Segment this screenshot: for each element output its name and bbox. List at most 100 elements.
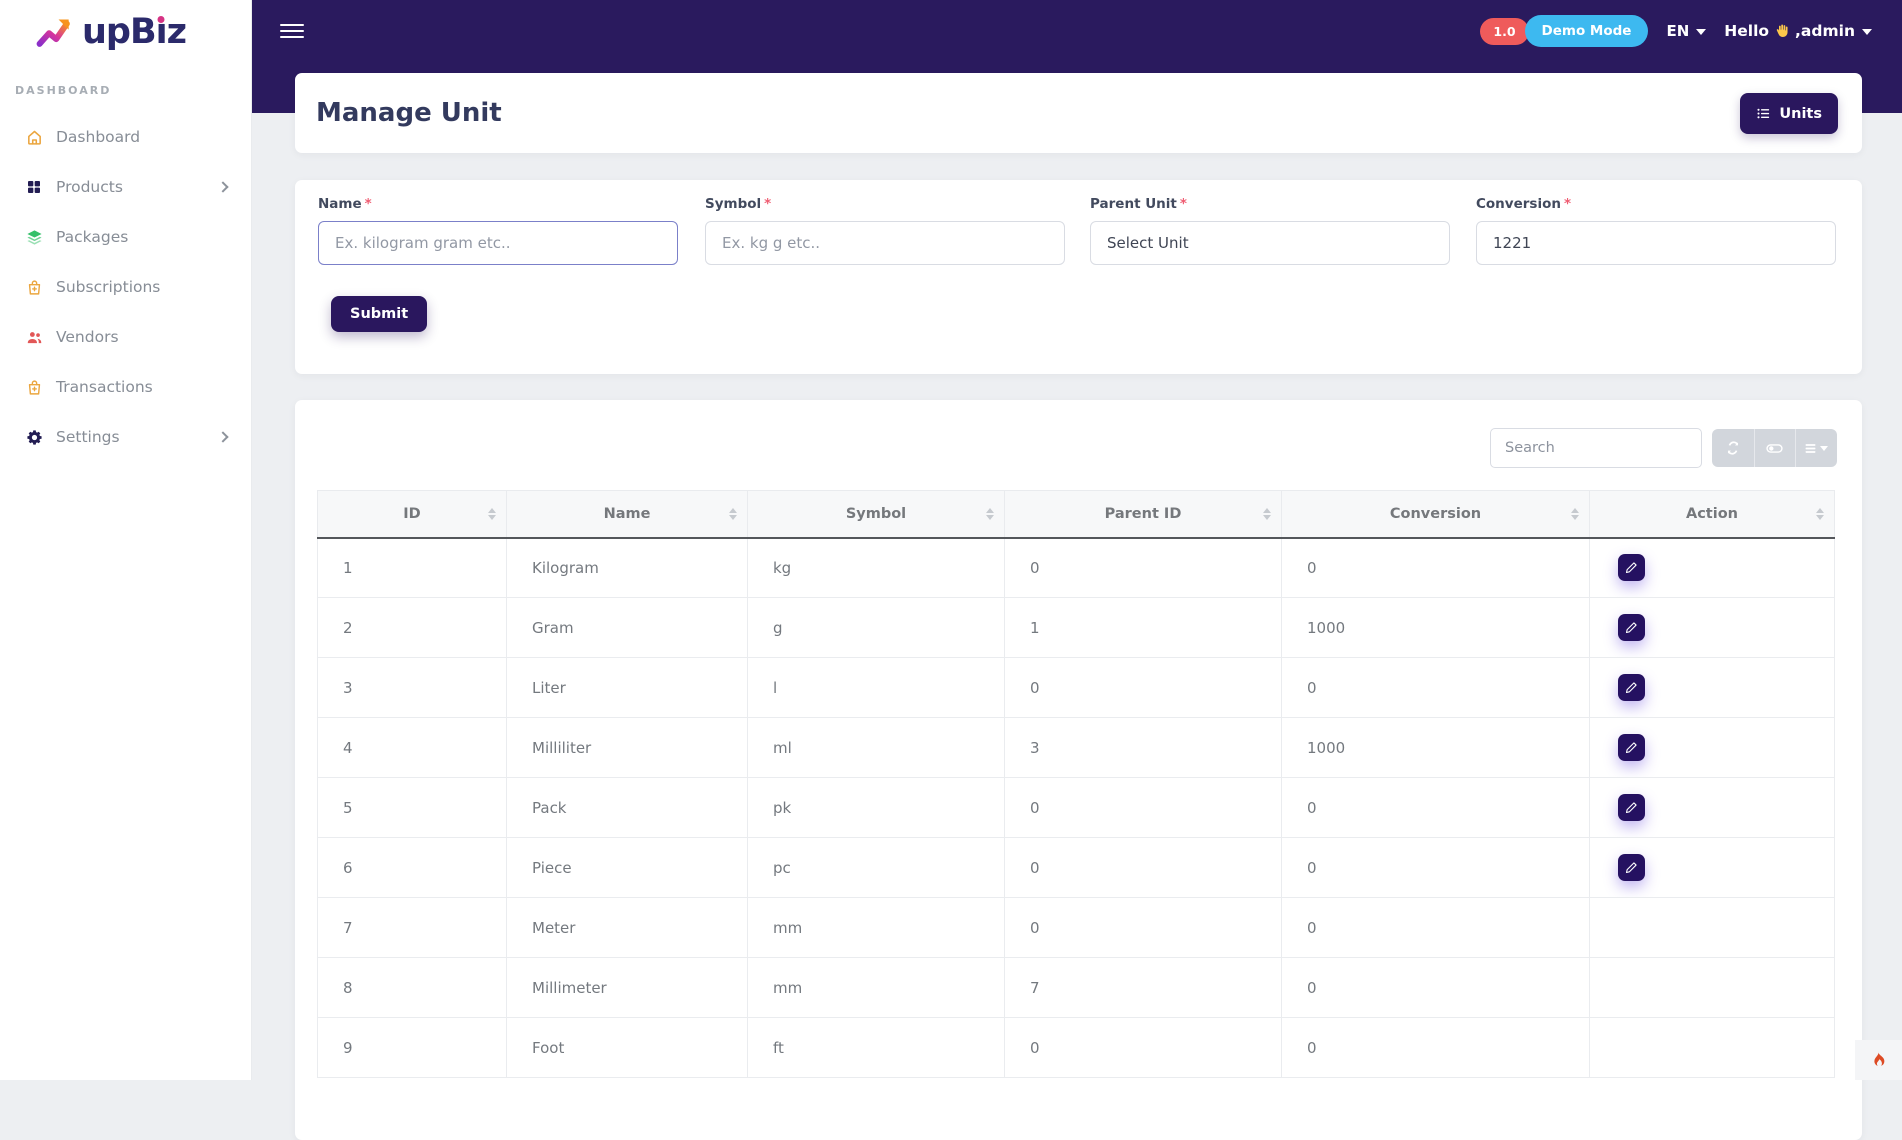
cell-symbol: ml [747, 717, 1005, 778]
cell-id: 3 [317, 657, 507, 718]
submit-button[interactable]: Submit [331, 296, 428, 332]
conversion-input[interactable] [1476, 221, 1836, 265]
language-label: EN [1666, 22, 1690, 40]
username-text: ,admin [1795, 22, 1855, 40]
sidebar-item-vendors[interactable]: Vendors [0, 312, 251, 362]
edit-button[interactable] [1618, 854, 1645, 881]
cell-parent_id: 0 [1004, 777, 1282, 838]
cell-parent_id: 0 [1004, 897, 1282, 958]
flame-icon[interactable] [1868, 1050, 1889, 1071]
brand-name: upB ı z [82, 12, 187, 52]
edit-button[interactable] [1618, 734, 1645, 761]
cell-id: 4 [317, 717, 507, 778]
sidebar-item-settings[interactable]: Settings [0, 412, 251, 462]
sidebar: upB ı z DASHBOARD Dashboard Products Package… [0, 0, 252, 1080]
cell-id: 6 [317, 837, 507, 898]
cell-id: 8 [317, 957, 507, 1018]
symbol-input[interactable] [705, 221, 1065, 265]
cell-name: Gram [506, 597, 748, 658]
sidebar-item-label: Packages [56, 228, 129, 246]
cell-conversion: 0 [1281, 897, 1590, 958]
edit-button[interactable] [1618, 674, 1645, 701]
refresh-button[interactable] [1712, 429, 1754, 467]
edit-button[interactable] [1618, 554, 1645, 582]
cell-name: Liter [506, 657, 748, 718]
bag-plus-icon [24, 279, 44, 296]
columns-button[interactable] [1795, 429, 1837, 467]
conversion-label: Conversion * [1476, 196, 1572, 212]
cell-action [1589, 537, 1835, 598]
column-header-parent-id[interactable]: Parent ID [1004, 490, 1282, 539]
cell-parent_id: 3 [1004, 717, 1282, 778]
table-row: 2 Gram g 1 1000 [317, 597, 1835, 658]
column-header-id[interactable]: ID [317, 490, 507, 539]
sidebar-item-transactions[interactable]: Transactions [0, 362, 251, 412]
cell-parent_id: 0 [1004, 1017, 1282, 1078]
parent-unit-label: Parent Unit * [1090, 196, 1187, 212]
language-dropdown[interactable]: EN [1666, 22, 1707, 40]
layers-icon [24, 229, 44, 246]
sidebar-section-label: DASHBOARD [15, 84, 112, 97]
demo-mode-badge[interactable]: Demo Mode [1524, 15, 1649, 47]
cell-action [1589, 597, 1835, 658]
hamburger-menu-icon[interactable] [280, 20, 304, 41]
toggle-view-button[interactable] [1753, 429, 1795, 467]
sidebar-item-subscriptions[interactable]: Subscriptions [0, 262, 251, 312]
chevron-down-icon [1820, 445, 1829, 451]
cell-symbol: mm [747, 957, 1005, 1018]
pencil-icon [1625, 561, 1638, 574]
cell-parent_id: 0 [1004, 657, 1282, 718]
table-row: 1 Kilogram kg 0 0 [317, 537, 1835, 598]
sort-arrows-icon [1571, 507, 1579, 520]
edit-button[interactable] [1618, 794, 1645, 821]
pencil-icon [1625, 621, 1638, 634]
cell-action [1589, 717, 1835, 778]
refresh-icon [1726, 441, 1740, 455]
pencil-icon [1625, 741, 1638, 754]
cell-parent_id: 7 [1004, 957, 1282, 1018]
cell-action [1589, 777, 1835, 838]
cell-conversion: 0 [1281, 957, 1590, 1018]
home-icon [24, 129, 44, 146]
cell-name: Foot [506, 1017, 748, 1078]
cell-id: 5 [317, 777, 507, 838]
cell-name: Meter [506, 897, 748, 958]
cell-id: 7 [317, 897, 507, 958]
cell-symbol: ft [747, 1017, 1005, 1078]
search-input[interactable] [1490, 428, 1702, 468]
cell-name: Pack [506, 777, 748, 838]
sort-arrows-icon [488, 507, 496, 520]
column-header-conversion[interactable]: Conversion [1281, 490, 1590, 539]
column-header-symbol[interactable]: Symbol [747, 490, 1005, 539]
cell-symbol: pc [747, 837, 1005, 898]
sidebar-item-dashboard[interactable]: Dashboard [0, 112, 251, 162]
cell-parent_id: 0 [1004, 837, 1282, 898]
cell-action [1589, 837, 1835, 898]
table-row: 5 Pack pk 0 0 [317, 777, 1835, 838]
logo-i-dot [157, 16, 165, 23]
cell-conversion: 0 [1281, 837, 1590, 898]
units-button[interactable]: Units [1740, 93, 1838, 134]
edit-button[interactable] [1618, 614, 1645, 641]
column-header-name[interactable]: Name [506, 490, 748, 539]
user-dropdown[interactable]: Hello ,admin [1724, 22, 1872, 40]
table-row: 9 Foot ft 0 0 [317, 1017, 1835, 1078]
sidebar-item-products[interactable]: Products [0, 162, 251, 212]
pencil-icon [1625, 801, 1638, 814]
brand-logo[interactable]: upB ı z [32, 12, 187, 52]
page-title: Manage Unit [316, 98, 502, 128]
sidebar-item-label: Dashboard [56, 128, 141, 146]
cell-parent_id: 0 [1004, 537, 1282, 598]
pencil-icon [1625, 681, 1638, 694]
version-badge: 1.0 [1480, 17, 1529, 45]
parent-unit-select[interactable]: Select Unit [1090, 221, 1450, 265]
column-header-action[interactable]: Action [1589, 490, 1835, 539]
unit-form-card: Name* Symbol* Parent Unit* Select Unit C… [295, 180, 1862, 374]
chevron-down-icon [1862, 29, 1872, 35]
sidebar-item-label: Transactions [56, 378, 153, 396]
sidebar-item-packages[interactable]: Packages [0, 212, 251, 262]
name-input[interactable] [318, 221, 678, 265]
toggle-icon [1766, 440, 1783, 457]
cell-conversion: 0 [1281, 657, 1590, 718]
cell-symbol: kg [747, 537, 1005, 598]
